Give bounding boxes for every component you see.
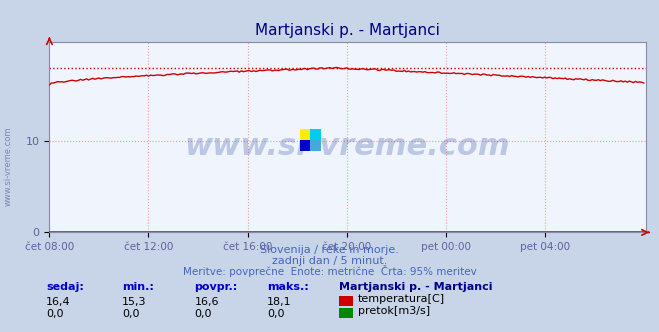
Text: sedaj:: sedaj: bbox=[46, 283, 84, 292]
Text: pretok[m3/s]: pretok[m3/s] bbox=[358, 306, 430, 316]
Text: www.si-vreme.com: www.si-vreme.com bbox=[4, 126, 13, 206]
Title: Martjanski p. - Martjanci: Martjanski p. - Martjanci bbox=[255, 23, 440, 38]
Text: maks.:: maks.: bbox=[267, 283, 308, 292]
Text: 16,6: 16,6 bbox=[194, 297, 219, 307]
Text: Martjanski p. - Martjanci: Martjanski p. - Martjanci bbox=[339, 283, 493, 292]
Text: min.:: min.: bbox=[122, 283, 154, 292]
Text: temperatura[C]: temperatura[C] bbox=[358, 294, 445, 304]
Text: 0,0: 0,0 bbox=[267, 309, 285, 319]
Text: Meritve: povprečne  Enote: metrične  Črta: 95% meritev: Meritve: povprečne Enote: metrične Črta:… bbox=[183, 265, 476, 277]
Text: 0,0: 0,0 bbox=[46, 309, 64, 319]
Text: www.si-vreme.com: www.si-vreme.com bbox=[185, 132, 511, 161]
Text: 16,4: 16,4 bbox=[46, 297, 71, 307]
Text: 18,1: 18,1 bbox=[267, 297, 291, 307]
Text: Slovenija / reke in morje.: Slovenija / reke in morje. bbox=[260, 245, 399, 255]
Text: povpr.:: povpr.: bbox=[194, 283, 238, 292]
Text: zadnji dan / 5 minut.: zadnji dan / 5 minut. bbox=[272, 256, 387, 266]
Text: 0,0: 0,0 bbox=[122, 309, 140, 319]
Text: 0,0: 0,0 bbox=[194, 309, 212, 319]
Text: 15,3: 15,3 bbox=[122, 297, 146, 307]
